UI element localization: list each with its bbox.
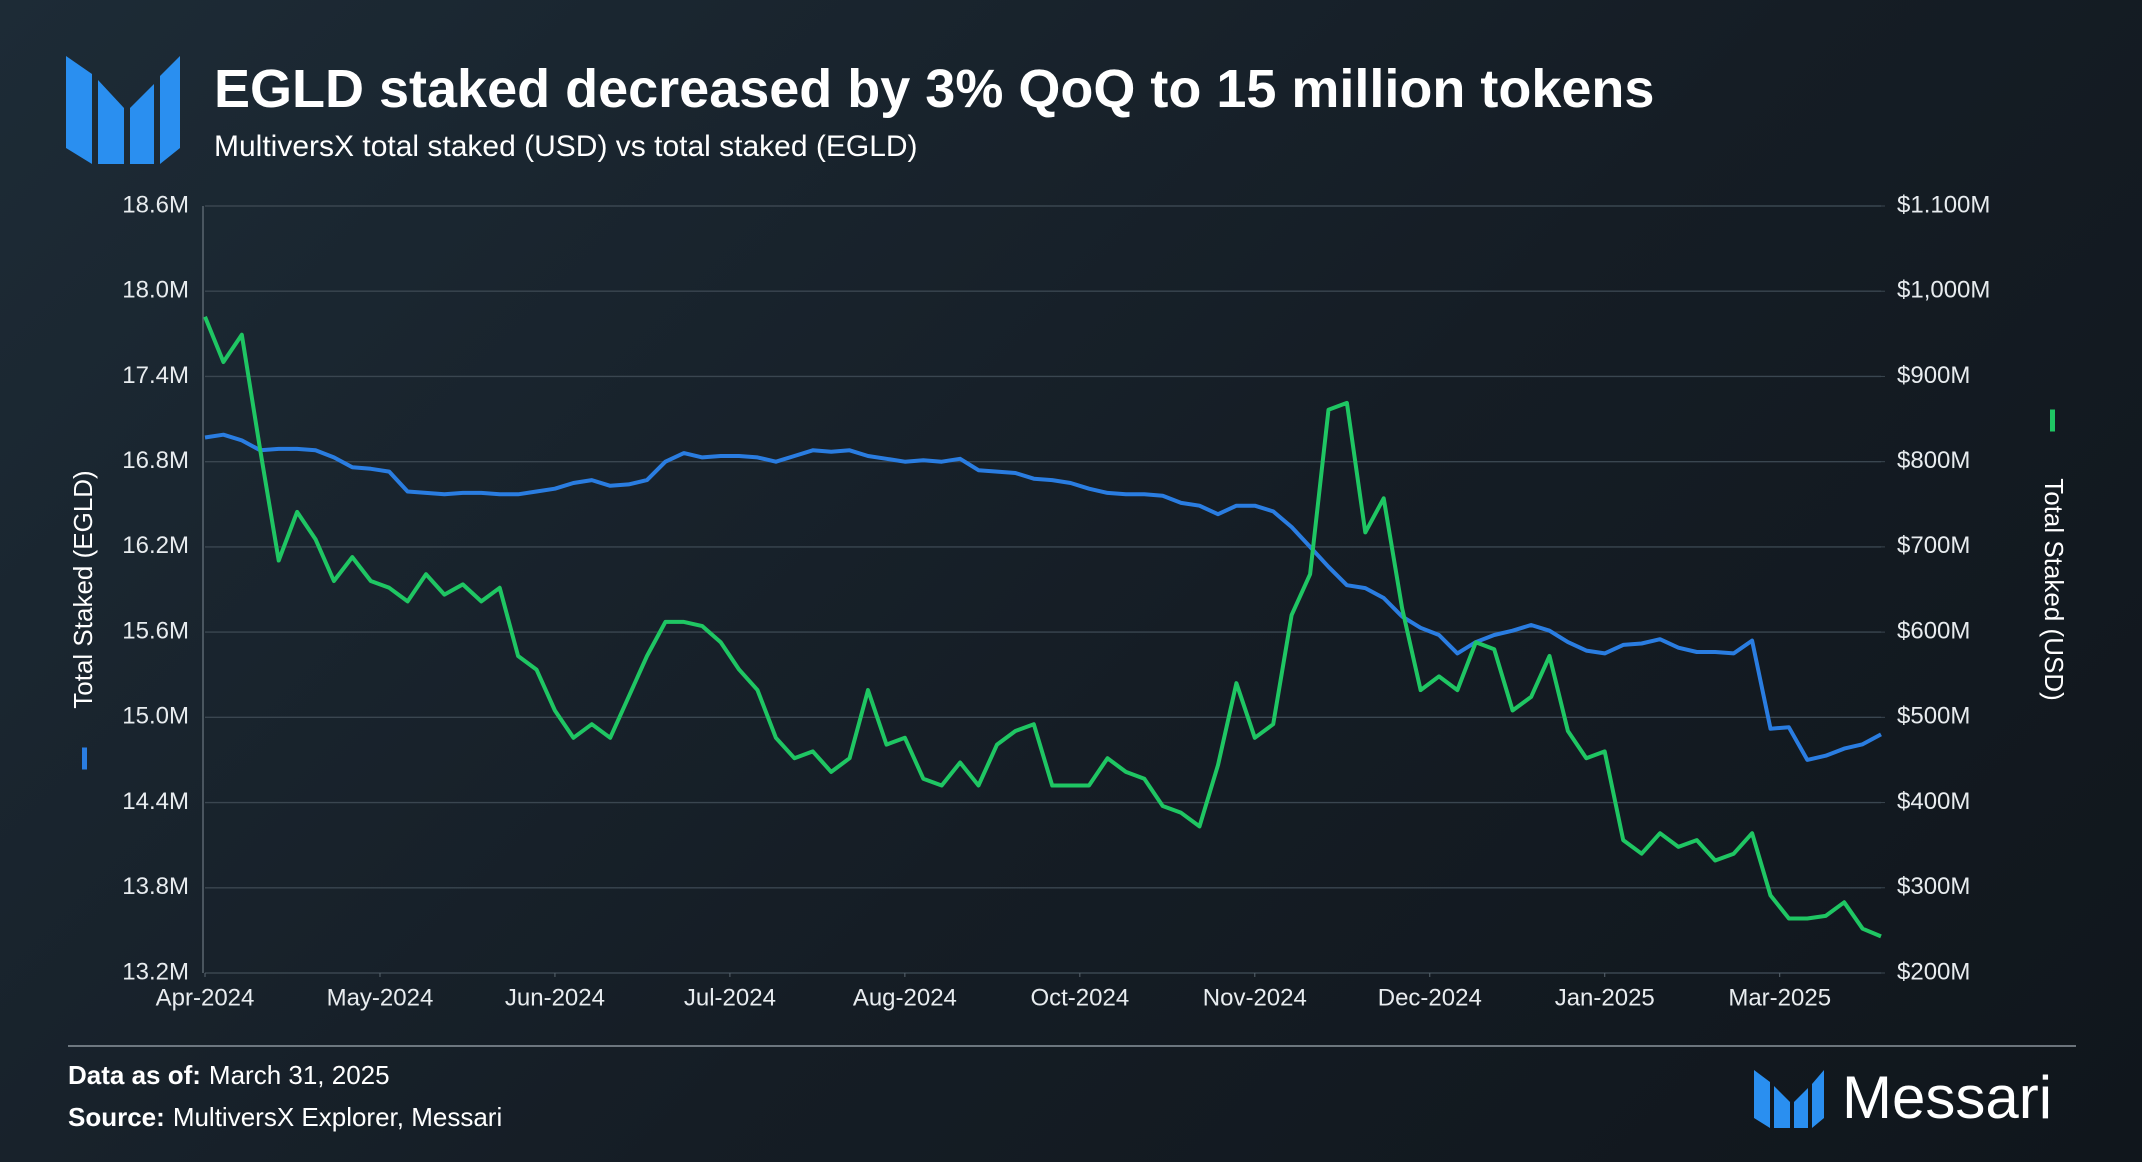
x-tick-label: Jun-2024 (505, 984, 605, 1011)
x-tick-label: Nov-2024 (1203, 984, 1307, 1011)
y-tick-label: 17.4M (122, 362, 189, 389)
axis-title: Total Staked (EGLD) (68, 470, 98, 770)
x-tick-label: Aug-2024 (853, 984, 957, 1011)
brand-logo (1754, 1070, 1824, 1128)
legend-swatch (2050, 409, 2055, 432)
x-tick-label: Apr-2024 (156, 984, 255, 1011)
y2-tick-label: $300M (1897, 873, 1970, 900)
y-tick-label: 13.2M (122, 958, 189, 985)
y-tick-label: 16.2M (122, 532, 189, 559)
y-tick-label: 14.4M (122, 788, 189, 815)
x-tick-label: Oct-2024 (1030, 984, 1129, 1011)
footer-source: Source: MultiversX Explorer, Messari (68, 1102, 502, 1132)
footer-date-value: March 31, 2025 (209, 1060, 390, 1090)
x-tick-label: Jul-2024 (684, 984, 776, 1011)
axis-title: Total Staked (USD) (2039, 409, 2069, 701)
series-line (204, 432, 1882, 762)
legend-swatch (82, 747, 87, 770)
chart-title: EGLD staked decreased by 3% QoQ to 15 mi… (214, 59, 1654, 119)
y2-tick-label: $700M (1897, 532, 1970, 559)
y-tick-label: 18.6M (122, 191, 189, 218)
logo (66, 56, 180, 164)
x-tick-label: May-2024 (327, 984, 434, 1011)
chart-subtitle: MultiversX total staked (USD) vs total s… (214, 130, 918, 163)
x-tick-label: Jan-2025 (1555, 984, 1655, 1011)
legend-label: Total Staked (USD) (2039, 478, 2069, 701)
y2-tick-label: $1.100M (1897, 191, 1990, 218)
y-tick-label: 18.0M (122, 277, 189, 304)
series-line (203, 316, 1882, 939)
x-tick-label: Mar-2025 (1728, 984, 1831, 1011)
y2-tick-label: $600M (1897, 617, 1970, 644)
y-tick-label: 15.6M (122, 617, 189, 644)
brand-name: Messari (1842, 1064, 2052, 1131)
y-tick-label: 16.8M (122, 447, 189, 474)
y2-tick-label: $1,000M (1897, 277, 1990, 304)
y2-tick-label: $500M (1897, 703, 1970, 730)
y2-tick-label: $900M (1897, 362, 1970, 389)
x-tick-label: Dec-2024 (1378, 984, 1482, 1011)
footer-source-label: Source: (68, 1102, 165, 1132)
footer-date-label: Data as of: (68, 1060, 201, 1090)
legend-label: Total Staked (EGLD) (68, 470, 98, 708)
y2-tick-label: $400M (1897, 788, 1970, 815)
y-tick-label: 15.0M (122, 703, 189, 730)
y2-tick-label: $800M (1897, 447, 1970, 474)
footer-source-value: MultiversX Explorer, Messari (173, 1102, 502, 1132)
footer-date: Data as of: March 31, 2025 (68, 1060, 390, 1090)
y-tick-label: 13.8M (122, 873, 189, 900)
y2-tick-label: $200M (1897, 958, 1970, 985)
